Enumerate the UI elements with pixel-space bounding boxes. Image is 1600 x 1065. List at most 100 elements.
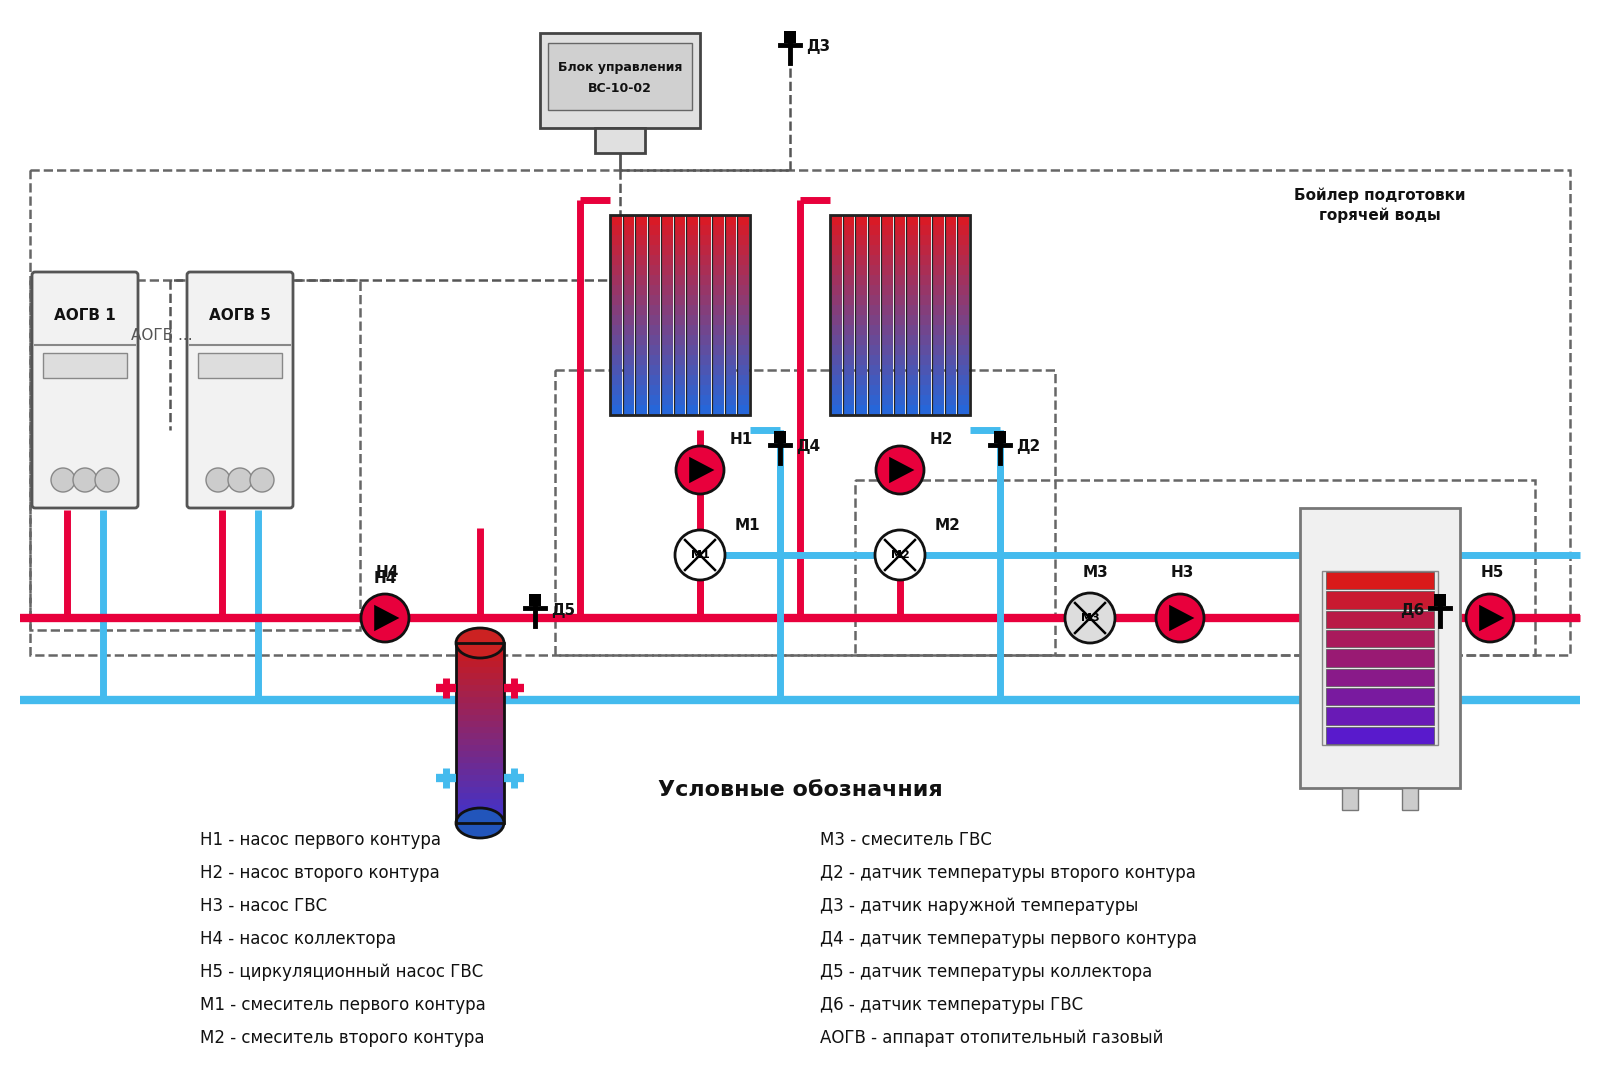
- Bar: [688, 285, 698, 295]
- Bar: [1323, 571, 1438, 744]
- Bar: [882, 375, 893, 386]
- Bar: [637, 285, 646, 295]
- Text: Блок управления: Блок управления: [558, 62, 682, 75]
- Bar: [869, 375, 880, 386]
- Text: М2: М2: [934, 518, 962, 532]
- Bar: [648, 215, 661, 415]
- Bar: [650, 325, 659, 335]
- Bar: [714, 395, 723, 406]
- Bar: [637, 315, 646, 326]
- Bar: [830, 265, 842, 276]
- Bar: [650, 255, 659, 265]
- Bar: [869, 355, 880, 365]
- Bar: [894, 225, 906, 235]
- Bar: [725, 215, 736, 226]
- Bar: [933, 345, 944, 356]
- Bar: [624, 225, 635, 235]
- Bar: [958, 215, 970, 226]
- Bar: [456, 757, 504, 764]
- Bar: [675, 255, 685, 265]
- Bar: [688, 335, 698, 345]
- Bar: [843, 355, 854, 365]
- Text: Н2: Н2: [930, 432, 954, 447]
- Bar: [933, 335, 944, 345]
- Bar: [650, 305, 659, 315]
- Bar: [456, 685, 504, 691]
- Bar: [650, 395, 659, 406]
- Bar: [738, 315, 749, 326]
- Bar: [869, 325, 880, 335]
- Bar: [946, 295, 957, 306]
- Bar: [920, 386, 931, 395]
- Bar: [894, 245, 906, 256]
- Bar: [946, 285, 957, 295]
- Bar: [894, 386, 906, 395]
- Bar: [675, 265, 685, 276]
- Bar: [622, 215, 635, 415]
- Bar: [688, 295, 698, 306]
- Text: Д6: Д6: [1400, 603, 1424, 618]
- Bar: [907, 325, 918, 335]
- Bar: [624, 395, 635, 406]
- Bar: [958, 235, 970, 246]
- Text: Бойлер подготовки: Бойлер подготовки: [1294, 187, 1466, 202]
- Bar: [650, 225, 659, 235]
- Bar: [882, 265, 893, 276]
- Text: Н5 - циркуляционный насос ГВС: Н5 - циркуляционный насос ГВС: [200, 963, 483, 981]
- Bar: [637, 295, 646, 306]
- Bar: [611, 225, 622, 235]
- Bar: [624, 386, 635, 395]
- Bar: [920, 345, 931, 356]
- Bar: [1342, 788, 1358, 810]
- Bar: [1402, 788, 1418, 810]
- Bar: [624, 275, 635, 285]
- Bar: [856, 355, 867, 365]
- Bar: [701, 355, 710, 365]
- Bar: [856, 345, 867, 356]
- Bar: [675, 285, 685, 295]
- Bar: [882, 295, 893, 306]
- Bar: [958, 375, 970, 386]
- Bar: [714, 355, 723, 365]
- Bar: [725, 275, 736, 285]
- Bar: [894, 395, 906, 406]
- Circle shape: [206, 468, 230, 492]
- Bar: [869, 275, 880, 285]
- Bar: [946, 225, 957, 235]
- Bar: [882, 325, 893, 335]
- Bar: [456, 727, 504, 734]
- Bar: [894, 255, 906, 265]
- Circle shape: [51, 468, 75, 492]
- Bar: [907, 225, 918, 235]
- Bar: [894, 355, 906, 365]
- Bar: [830, 285, 842, 295]
- Circle shape: [875, 530, 925, 580]
- Circle shape: [877, 446, 925, 494]
- Bar: [882, 355, 893, 365]
- Bar: [933, 235, 944, 246]
- Bar: [907, 245, 918, 256]
- Bar: [725, 215, 738, 415]
- Text: Д5: Д5: [550, 603, 574, 618]
- Bar: [856, 275, 867, 285]
- Bar: [869, 245, 880, 256]
- Text: Д6 - датчик температуры ГВС: Д6 - датчик температуры ГВС: [819, 996, 1083, 1014]
- Bar: [701, 335, 710, 345]
- Text: Д5 - датчик температуры коллектора: Д5 - датчик температуры коллектора: [819, 963, 1152, 981]
- Bar: [830, 235, 842, 246]
- Bar: [675, 275, 685, 285]
- FancyBboxPatch shape: [187, 272, 293, 508]
- Bar: [43, 353, 126, 378]
- Bar: [843, 285, 854, 295]
- Bar: [650, 405, 659, 415]
- Bar: [907, 395, 918, 406]
- Bar: [920, 305, 931, 315]
- Bar: [637, 265, 646, 276]
- Text: Д3: Д3: [806, 39, 830, 54]
- Bar: [946, 305, 957, 315]
- Bar: [843, 345, 854, 356]
- Bar: [456, 793, 504, 800]
- Bar: [624, 265, 635, 276]
- Bar: [662, 285, 672, 295]
- Bar: [933, 215, 944, 226]
